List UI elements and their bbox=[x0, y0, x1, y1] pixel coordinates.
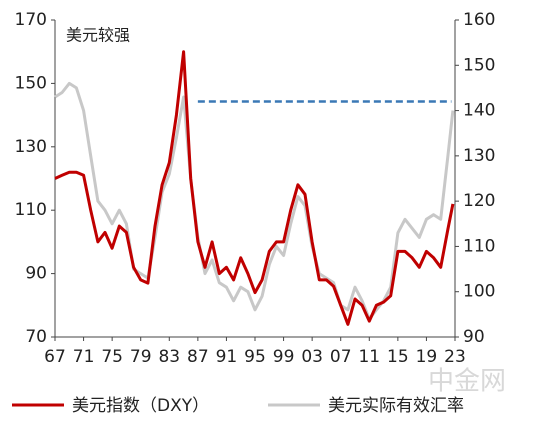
x-tick-label: 83 bbox=[158, 347, 180, 367]
x-tick-label: 99 bbox=[273, 347, 295, 367]
series-line bbox=[54, 81, 455, 321]
x-tick-label: 23 bbox=[444, 347, 466, 367]
x-tick-label: 67 bbox=[44, 347, 66, 367]
y2-tick-label: 160 bbox=[463, 10, 495, 30]
y2-tick-label: 120 bbox=[463, 191, 495, 211]
x-tick-label: 15 bbox=[387, 347, 409, 367]
y2-tick-label: 90 bbox=[463, 327, 485, 347]
x-tick-label: 75 bbox=[101, 347, 123, 367]
x-tick-label: 95 bbox=[244, 347, 266, 367]
x-tick-label: 91 bbox=[216, 347, 238, 367]
x-tick-label: 03 bbox=[301, 347, 323, 367]
legend-label: 美元指数（DXY） bbox=[72, 396, 209, 416]
x-tick-label: 07 bbox=[330, 347, 352, 367]
x-tick-label: 71 bbox=[73, 347, 95, 367]
x-tick-label: 19 bbox=[416, 347, 438, 367]
y-tick-label: 150 bbox=[15, 73, 47, 93]
x-tick-label: 87 bbox=[187, 347, 209, 367]
y2-tick-label: 150 bbox=[463, 55, 495, 75]
series-line bbox=[54, 50, 455, 326]
x-tick-label: 79 bbox=[130, 347, 152, 367]
y2-tick-label: 130 bbox=[463, 146, 495, 166]
y-tick-label: 90 bbox=[25, 264, 47, 284]
annotation: 美元较强 bbox=[66, 26, 130, 45]
x-tick-label: 11 bbox=[358, 347, 380, 367]
y2-tick-label: 140 bbox=[463, 101, 495, 121]
y-tick-label: 70 bbox=[25, 327, 47, 347]
y2-tick-label: 110 bbox=[463, 236, 495, 256]
legend-label: 美元实际有效汇率 bbox=[328, 396, 464, 416]
y-tick-label: 170 bbox=[15, 10, 47, 30]
y-tick-label: 110 bbox=[15, 200, 47, 220]
y2-tick-label: 100 bbox=[463, 282, 495, 302]
watermark: 中金网 bbox=[428, 367, 506, 397]
y-tick-label: 130 bbox=[15, 137, 47, 157]
